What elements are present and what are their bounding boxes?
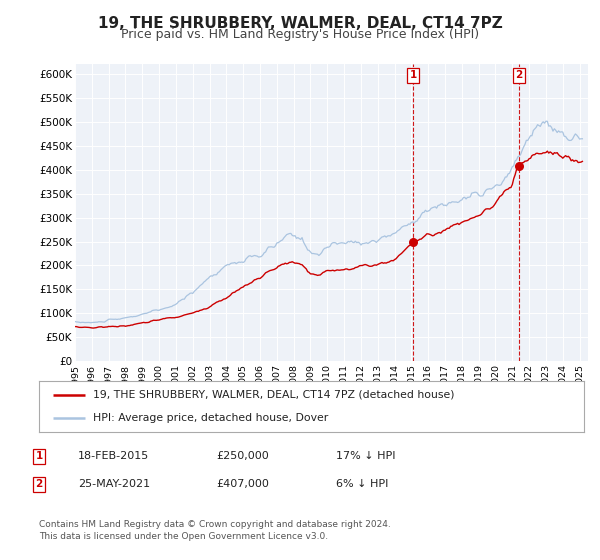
Text: Contains HM Land Registry data © Crown copyright and database right 2024.: Contains HM Land Registry data © Crown c…: [39, 520, 391, 529]
Text: 17% ↓ HPI: 17% ↓ HPI: [336, 451, 395, 461]
Text: 6% ↓ HPI: 6% ↓ HPI: [336, 479, 388, 489]
Text: 19, THE SHRUBBERY, WALMER, DEAL, CT14 7PZ (detached house): 19, THE SHRUBBERY, WALMER, DEAL, CT14 7P…: [94, 390, 455, 400]
Text: 19, THE SHRUBBERY, WALMER, DEAL, CT14 7PZ: 19, THE SHRUBBERY, WALMER, DEAL, CT14 7P…: [98, 16, 502, 31]
Text: 25-MAY-2021: 25-MAY-2021: [78, 479, 150, 489]
Text: HPI: Average price, detached house, Dover: HPI: Average price, detached house, Dove…: [94, 413, 329, 423]
Text: 1: 1: [35, 451, 43, 461]
Text: 18-FEB-2015: 18-FEB-2015: [78, 451, 149, 461]
Text: This data is licensed under the Open Government Licence v3.0.: This data is licensed under the Open Gov…: [39, 532, 328, 541]
Text: 2: 2: [515, 71, 523, 80]
Point: [409, 237, 418, 246]
Text: £407,000: £407,000: [216, 479, 269, 489]
Point: [514, 162, 524, 171]
Text: 1: 1: [410, 71, 417, 80]
Text: £250,000: £250,000: [216, 451, 269, 461]
Text: Price paid vs. HM Land Registry's House Price Index (HPI): Price paid vs. HM Land Registry's House …: [121, 28, 479, 41]
Text: 2: 2: [35, 479, 43, 489]
